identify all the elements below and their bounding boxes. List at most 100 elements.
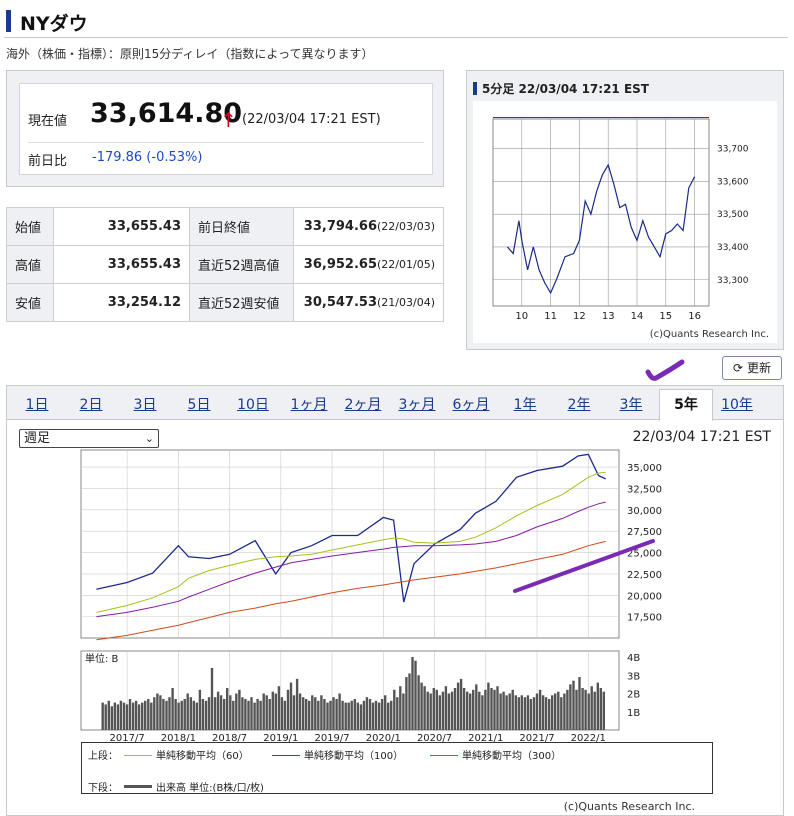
volume-bar [411, 657, 414, 730]
volume-bar [481, 695, 484, 730]
volume-bar [210, 667, 214, 730]
volume-bar [226, 688, 229, 730]
legend-volume-label: 出来高 単位:(B株/口/枚) [156, 783, 264, 794]
tab-10[interactable]: 2年 [567, 397, 591, 413]
tab-13[interactable]: 10年 [721, 397, 753, 413]
volume-bar [505, 695, 508, 730]
main-chart-time: 22/03/04 17:21 EST [632, 429, 771, 445]
volume-bar [450, 691, 454, 730]
volume-bar [459, 678, 463, 730]
plot-area [492, 118, 710, 307]
volume-bar [247, 700, 250, 730]
volume-bar [469, 693, 472, 730]
volume-bar [551, 695, 554, 730]
tab-3[interactable]: 5日 [187, 397, 211, 413]
low52-date: (21/03/04) [377, 296, 435, 309]
volume-bar [435, 689, 438, 730]
volume-bar [575, 689, 578, 730]
volume-bar [414, 660, 417, 730]
volume-bar [168, 697, 171, 730]
tab-7[interactable]: 3ヶ月 [398, 397, 436, 413]
prev-close-date: (22/03/03) [377, 220, 435, 233]
up-arrow-icon: ↑ [220, 108, 237, 132]
volume-bar [101, 702, 104, 730]
page-header: NYダウ [4, 6, 788, 38]
volume-bar [159, 695, 162, 730]
legend-ma60: 単純移動平均（60） [124, 747, 249, 762]
y-tick-label: 33,700 [717, 145, 749, 155]
tab-8[interactable]: 6ヶ月 [452, 397, 490, 413]
x-tick-label: 10 [515, 311, 528, 322]
intraday-chart-box: 10 11 12 13 14 15 16 33,300 33,400 33,500 33,600 33… [473, 101, 777, 343]
volume-bar [317, 700, 320, 730]
volume-bar [332, 697, 335, 730]
page-title: NYダウ [20, 13, 88, 35]
volume-bar [535, 693, 539, 730]
volume-bar [353, 699, 356, 730]
volume-bar [329, 700, 332, 730]
volume-bar [162, 699, 165, 730]
volume-bar [280, 697, 284, 730]
volume-bar [402, 693, 405, 730]
volume-bar [523, 697, 527, 730]
volume-bar [502, 691, 505, 730]
y-tick-label: 33,300 [717, 276, 749, 286]
volume-bar [472, 689, 475, 730]
volume-bar [286, 689, 290, 730]
volume-bar [189, 697, 192, 730]
prev-close-value: 33,794.66 [303, 219, 377, 234]
volume-bar [529, 699, 533, 730]
y-tick-label: 20,000 [627, 591, 662, 602]
tab-6[interactable]: 2ヶ月 [344, 397, 382, 413]
volume-bar [517, 697, 520, 730]
tab-0[interactable]: 1日 [25, 397, 49, 413]
low52-cell: 30,547.53(21/03/04) [293, 283, 444, 322]
tab-9[interactable]: 1年 [513, 397, 537, 413]
volume-bar [253, 702, 256, 730]
volume-bar [587, 693, 590, 730]
main-chart: 2017/7 2018/1 2018/7 2019/1 2019/7 2020/1 2020… [80, 449, 662, 744]
intraday-panel: 5分足 22/03/04 17:21 EST 10 11 12 13 14 15 16 33,… [466, 70, 784, 350]
volume-tick-label: 1B [627, 708, 640, 719]
volume-bar [426, 691, 429, 730]
volume-tick-label: 3B [627, 671, 640, 682]
volume-bar [113, 702, 116, 730]
volume-bar [490, 688, 493, 730]
volume-bar [341, 700, 344, 730]
intraday-title: 5分足 22/03/04 17:21 EST [482, 82, 649, 96]
interval-select[interactable]: 週足 ⌄ [19, 429, 159, 448]
ma60-line-swatch [124, 755, 152, 756]
volume-bar [122, 702, 126, 730]
volume-bar [314, 697, 317, 730]
volume-bar [514, 695, 517, 730]
volume-bar [298, 693, 302, 730]
volume-bar [487, 682, 490, 730]
x-tick-label: 2018/7 [212, 733, 247, 744]
volume-bar [259, 700, 262, 730]
tab-4[interactable]: 10日 [237, 397, 269, 413]
volume-bar [538, 689, 542, 730]
tab-12[interactable]: 5年 [659, 389, 713, 421]
tab-11[interactable]: 3年 [619, 397, 643, 413]
volume-bar [526, 695, 530, 730]
volume-bar [323, 699, 326, 730]
volume-bar [441, 691, 445, 730]
volume-bar [456, 682, 460, 730]
tab-5[interactable]: 1ヶ月 [290, 397, 328, 413]
volume-bar [359, 704, 363, 730]
change-label: 前日比 [28, 154, 68, 169]
volume-bar [110, 706, 113, 730]
volume-bar [213, 697, 217, 730]
volume-bar [274, 693, 277, 730]
volume-bar [493, 689, 496, 730]
volume-bar [295, 678, 299, 730]
y-tick-label: 27,500 [627, 527, 662, 538]
refresh-button[interactable]: ⟳ 更新 [722, 356, 782, 380]
tab-1[interactable]: 2日 [79, 397, 103, 413]
volume-bar [144, 700, 147, 730]
volume-bar [104, 704, 107, 730]
volume-bar [593, 691, 596, 730]
volume-bar [390, 700, 393, 730]
tab-2[interactable]: 3日 [133, 397, 157, 413]
high-label: 高値 [6, 245, 54, 284]
